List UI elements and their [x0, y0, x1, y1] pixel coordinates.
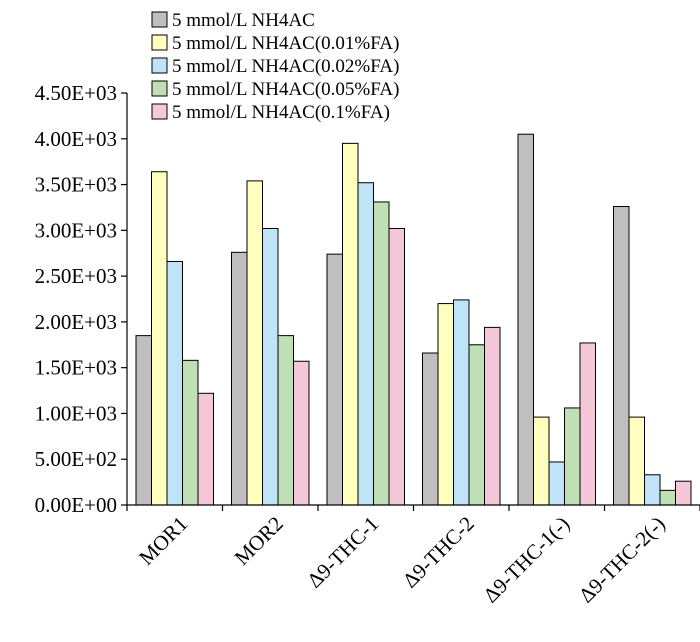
bar	[151, 171, 168, 506]
bar	[613, 206, 630, 506]
legend-swatch	[151, 80, 168, 97]
bar	[246, 180, 263, 506]
legend-label: 5 mmol/L NH4AC(0.02%FA)	[172, 56, 399, 77]
bar	[659, 489, 676, 506]
bar	[135, 335, 152, 506]
bar	[326, 253, 343, 506]
bar	[293, 360, 310, 506]
y-tick-label: 3.50E+03	[35, 173, 117, 197]
x-category-label: Δ9-THC-2(-)	[574, 512, 670, 608]
bar	[231, 251, 248, 506]
bar	[262, 228, 279, 506]
legend-label: 5 mmol/L NH4AC	[172, 10, 315, 31]
x-category-label: Δ9-THC-1	[302, 512, 383, 593]
legend-label: 5 mmol/L NH4AC(0.01%FA)	[172, 33, 399, 54]
x-category-label: Δ9-THC-2	[398, 512, 479, 593]
bar	[484, 326, 501, 506]
x-category-label: Δ9-THC-1(-)	[478, 512, 574, 608]
bar	[182, 359, 199, 506]
y-tick-label: 0.00E+00	[35, 493, 117, 517]
y-tick-label: 1.00E+03	[35, 401, 117, 425]
legend-swatch	[151, 34, 168, 51]
bar	[373, 201, 390, 506]
y-tick-label: 2.50E+03	[35, 264, 117, 288]
bar	[564, 407, 581, 506]
x-category-label: MOR1	[134, 512, 192, 570]
bar	[579, 342, 596, 506]
bar	[675, 480, 692, 506]
y-tick-label: 2.00E+03	[35, 310, 117, 334]
bar	[422, 352, 439, 506]
y-tick-label: 4.50E+03	[35, 81, 117, 105]
bar	[437, 303, 454, 506]
legend-swatch	[151, 57, 168, 74]
legend-swatch	[151, 103, 168, 120]
bar	[277, 335, 294, 506]
bar	[468, 344, 485, 506]
bar	[342, 142, 359, 506]
bar	[453, 299, 470, 506]
bar	[533, 416, 550, 506]
legend-label: 5 mmol/L NH4AC(0.05%FA)	[172, 79, 399, 100]
y-tick-label: 4.00E+03	[35, 127, 117, 151]
x-category-label: MOR2	[230, 512, 288, 570]
bar	[166, 260, 183, 506]
y-tick-label: 5.00E+02	[35, 447, 117, 471]
bar	[517, 133, 534, 506]
bar	[644, 474, 661, 506]
legend-swatch	[151, 11, 168, 28]
bar	[197, 392, 214, 506]
plot-bars	[135, 133, 692, 506]
bar	[388, 228, 405, 506]
bar	[628, 416, 645, 506]
legend-label: 5 mmol/L NH4AC(0.1%FA)	[172, 102, 390, 123]
bar	[357, 182, 374, 506]
bar	[548, 461, 565, 506]
y-tick-label: 1.50E+03	[35, 356, 117, 380]
y-tick-label: 3.00E+03	[35, 218, 117, 242]
